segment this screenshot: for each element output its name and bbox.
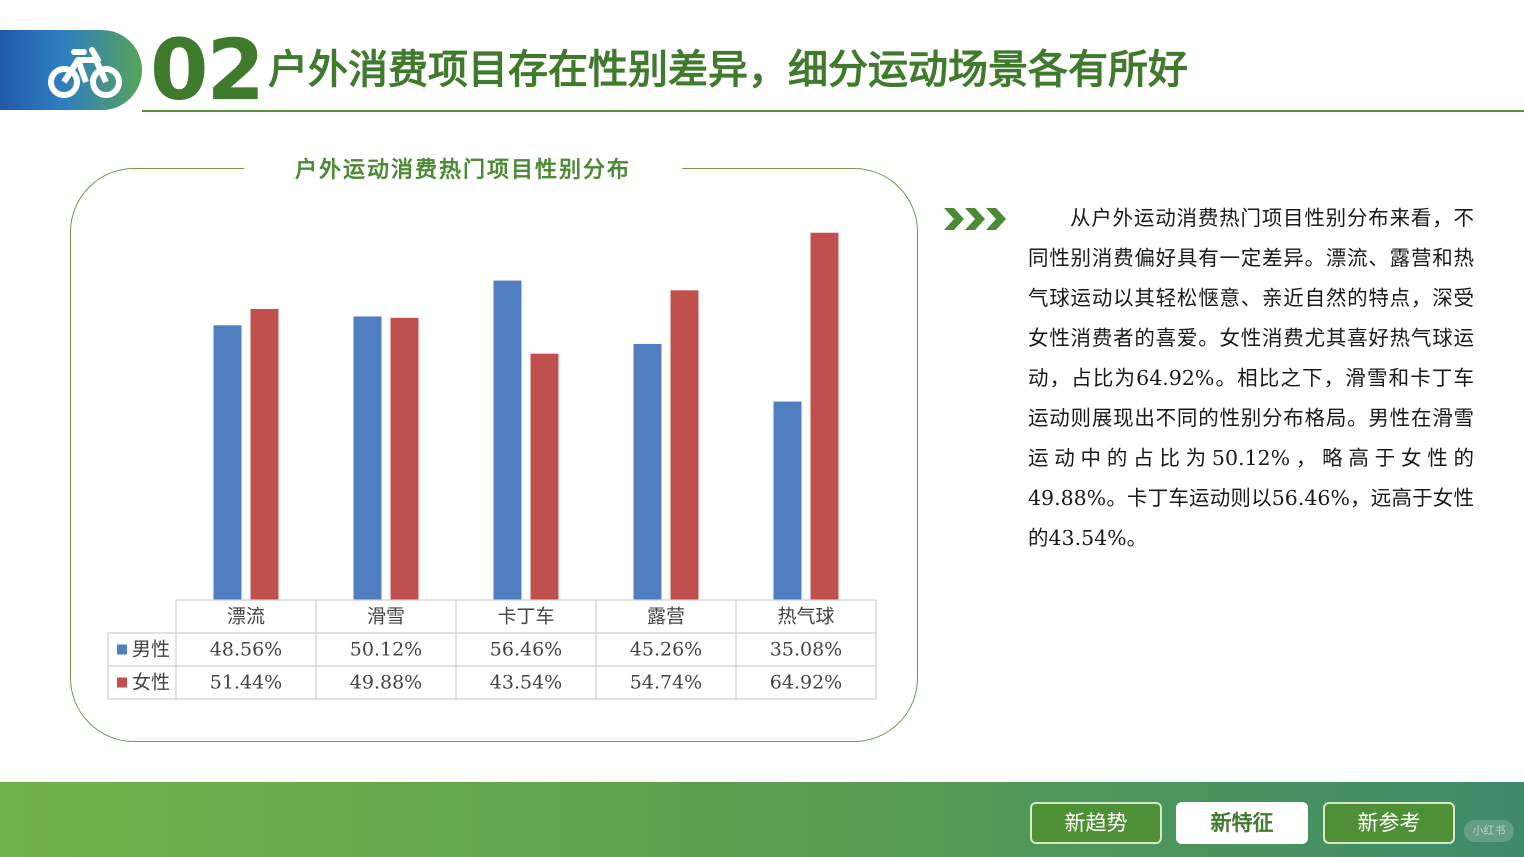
legend-swatch <box>117 677 127 688</box>
bar-male <box>773 401 802 600</box>
bar-female <box>670 290 699 600</box>
data-label: 50.12% <box>350 639 422 661</box>
nav-button-reference[interactable]: 新参考 <box>1323 802 1455 844</box>
data-label: 54.74% <box>630 672 702 694</box>
data-label: 51.44% <box>210 672 282 694</box>
bicycle-icon <box>48 47 122 98</box>
watermark: 小红书 <box>1464 820 1514 842</box>
legend-label: 女性 <box>132 672 170 694</box>
bar-female <box>250 308 279 600</box>
description-text: 从户外运动消费热门项目性别分布来看，不同性别消费偏好具有一定差异。漂流、露营和热… <box>1028 206 1474 550</box>
bar-male <box>213 325 242 600</box>
bar-female <box>390 317 419 600</box>
data-label: 48.56% <box>210 639 282 661</box>
legend-swatch <box>117 644 127 655</box>
data-label: 35.08% <box>770 639 842 661</box>
data-label: 56.46% <box>490 639 562 661</box>
category-label: 热气球 <box>777 606 834 628</box>
section-number: 02 <box>150 21 265 119</box>
legend-label: 男性 <box>132 639 170 661</box>
category-label: 漂流 <box>227 606 265 628</box>
category-label: 卡丁车 <box>497 606 554 628</box>
bar-female <box>810 232 839 600</box>
data-label: 64.92% <box>770 672 842 694</box>
data-label: 43.54% <box>490 672 562 694</box>
category-label: 滑雪 <box>367 606 405 628</box>
chart-title: 户外运动消费热门项目性别分布 <box>244 152 682 188</box>
page-title: 户外消费项目存在性别差异，细分运动场景各有所好 <box>268 47 1188 93</box>
nav-button-features[interactable]: 新特征 <box>1176 802 1308 844</box>
triple-chevron-icon <box>944 208 1006 230</box>
nav-button-trends[interactable]: 新趋势 <box>1030 802 1162 844</box>
data-label: 45.26% <box>630 639 702 661</box>
category-label: 露营 <box>647 606 685 628</box>
header-divider <box>142 110 1524 112</box>
data-label: 49.88% <box>350 672 422 694</box>
bar-male <box>493 280 522 600</box>
bar-female <box>530 353 559 600</box>
bar-male <box>353 316 382 600</box>
bar-male <box>633 343 662 600</box>
